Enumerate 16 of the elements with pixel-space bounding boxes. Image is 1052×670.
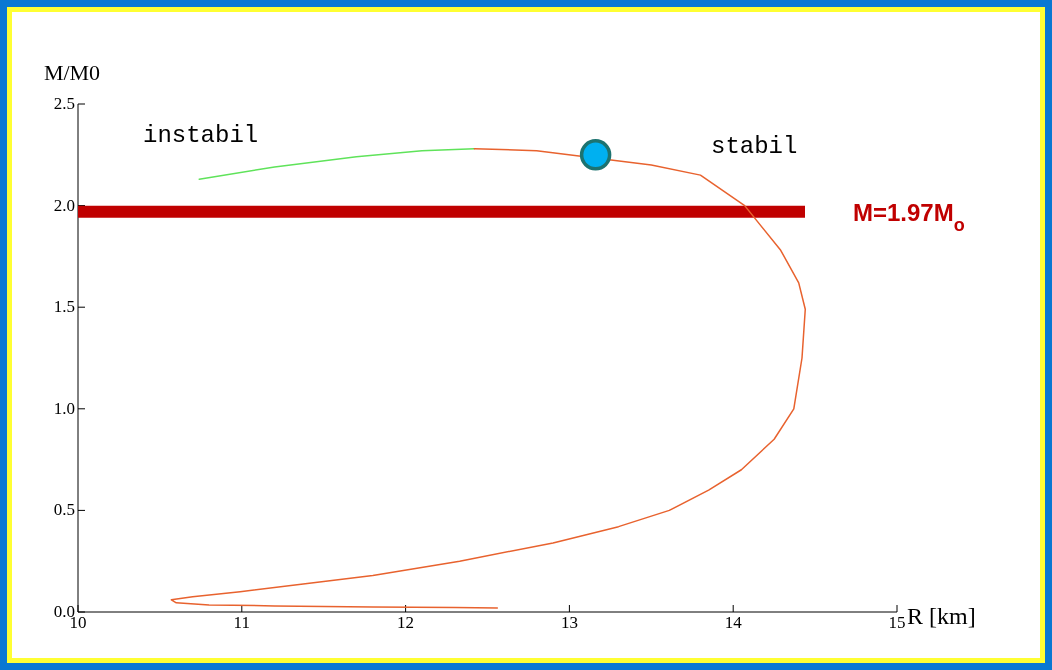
x-tick-label: 15 [888,613,906,632]
annotation: stabil [711,133,798,160]
x-tick-label: 12 [397,613,415,632]
y-tick-label: 0.5 [53,500,75,520]
annotation: instabil [143,122,259,149]
y-tick-label: 2.5 [53,94,75,113]
y-tick-label: 1.5 [53,297,75,317]
x-tick-label: 11 [233,613,250,632]
x-tick-label: 13 [560,613,578,632]
y-tick-label: 2.0 [53,195,75,215]
y-tick-label: 1.0 [53,398,75,418]
ref-line-label: M=1.97M$_{o}$ [853,198,965,235]
line-series [198,147,476,180]
y-axis-title: M/M0 [43,60,101,85]
x-axis-title: R [km] [907,603,976,629]
x-tick-label: 14 [724,613,743,632]
